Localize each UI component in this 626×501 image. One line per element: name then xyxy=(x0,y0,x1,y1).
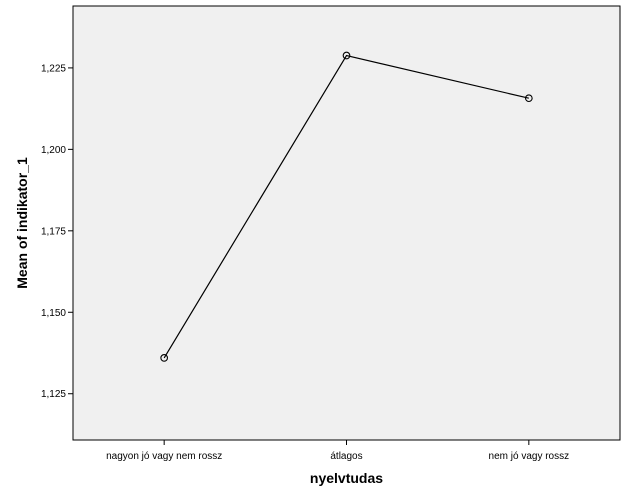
series-line xyxy=(163,54,529,359)
x-tick-label: átlagos xyxy=(330,451,362,462)
plot-area xyxy=(72,5,621,441)
y-tick-label: 1,150 xyxy=(41,308,66,319)
y-tick-label: 1,225 xyxy=(41,63,66,74)
y-tick-label: 1,175 xyxy=(41,226,66,237)
x-tick-label: nem jó vagy rossz xyxy=(489,451,570,462)
x-axis-ticks: nagyon jó vagy nem rossz átlagos nem jó va… xyxy=(106,440,569,462)
y-tick-label: 1,125 xyxy=(41,389,66,400)
data-point-marker xyxy=(524,94,533,103)
series-layer xyxy=(160,51,533,362)
x-axis-title: nyelvtudas xyxy=(310,470,383,486)
data-point-marker xyxy=(342,51,351,60)
y-axis-ticks: 1,125 1,150 1,175 1,200 1,225 xyxy=(41,63,73,400)
y-tick-label: 1,200 xyxy=(41,145,66,156)
data-point-marker xyxy=(160,354,169,362)
y-axis-title: Mean of indikator_1 xyxy=(14,157,30,289)
x-tick-label: nagyon jó vagy nem rossz xyxy=(106,451,222,462)
